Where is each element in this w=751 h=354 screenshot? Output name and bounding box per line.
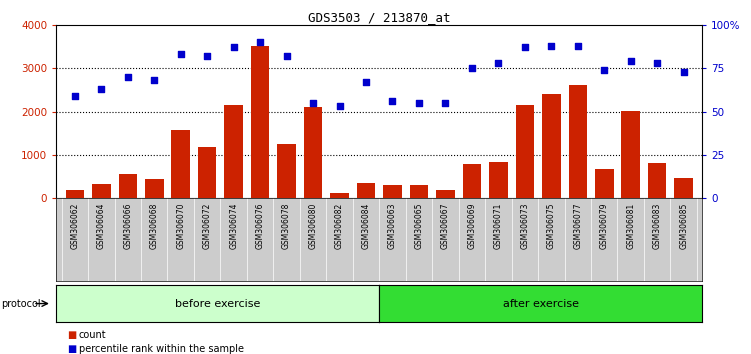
Text: ■: ■ xyxy=(68,344,77,354)
Text: GSM306068: GSM306068 xyxy=(149,202,158,249)
Bar xyxy=(304,107,322,198)
Text: GSM306084: GSM306084 xyxy=(361,202,370,249)
Point xyxy=(201,53,213,59)
Bar xyxy=(330,193,348,198)
Text: ■: ■ xyxy=(68,330,77,339)
Bar xyxy=(569,85,587,198)
Text: GSM306067: GSM306067 xyxy=(441,202,450,249)
Text: GSM306077: GSM306077 xyxy=(573,202,582,249)
Point xyxy=(254,39,266,45)
Bar xyxy=(171,130,190,198)
Text: GSM306076: GSM306076 xyxy=(255,202,264,249)
Text: GSM306075: GSM306075 xyxy=(547,202,556,249)
Bar xyxy=(198,147,216,198)
Point xyxy=(413,100,425,105)
Point xyxy=(572,43,584,48)
Text: percentile rank within the sample: percentile rank within the sample xyxy=(79,344,244,354)
Bar xyxy=(251,46,270,198)
Bar xyxy=(489,162,508,198)
Point xyxy=(625,58,637,64)
Text: after exercise: after exercise xyxy=(502,298,579,309)
Point xyxy=(545,43,557,48)
Bar xyxy=(92,184,110,198)
Text: GSM306079: GSM306079 xyxy=(600,202,609,249)
Text: GSM306070: GSM306070 xyxy=(176,202,185,249)
Text: protocol: protocol xyxy=(2,298,41,309)
Point xyxy=(95,86,107,92)
Text: GSM306071: GSM306071 xyxy=(494,202,503,249)
Bar xyxy=(516,105,534,198)
Bar xyxy=(410,185,428,198)
Bar xyxy=(542,94,560,198)
Text: GSM306069: GSM306069 xyxy=(467,202,476,249)
Text: count: count xyxy=(79,330,107,339)
Point xyxy=(466,65,478,71)
Point xyxy=(519,45,531,50)
Bar xyxy=(65,190,84,198)
Point xyxy=(599,67,611,73)
Text: GSM306064: GSM306064 xyxy=(97,202,106,249)
Point xyxy=(439,100,451,105)
Text: GSM306066: GSM306066 xyxy=(123,202,132,249)
Bar xyxy=(674,178,693,198)
Bar xyxy=(648,163,666,198)
Text: GSM306082: GSM306082 xyxy=(335,202,344,249)
Bar xyxy=(383,185,402,198)
Point xyxy=(493,60,505,66)
Point xyxy=(307,100,319,105)
Point xyxy=(148,78,160,83)
Text: GSM306083: GSM306083 xyxy=(653,202,662,249)
Bar xyxy=(595,169,614,198)
Bar xyxy=(436,190,454,198)
Point xyxy=(122,74,134,80)
Text: GSM306062: GSM306062 xyxy=(71,202,80,249)
Text: GSM306074: GSM306074 xyxy=(229,202,238,249)
Text: before exercise: before exercise xyxy=(175,298,261,309)
Text: GSM306063: GSM306063 xyxy=(388,202,397,249)
Point xyxy=(651,60,663,66)
Bar xyxy=(463,164,481,198)
Bar xyxy=(622,111,640,198)
Point xyxy=(387,98,399,104)
Text: GSM306073: GSM306073 xyxy=(520,202,529,249)
Point xyxy=(333,103,345,109)
Text: GDS3503 / 213870_at: GDS3503 / 213870_at xyxy=(308,11,451,24)
Text: GSM306080: GSM306080 xyxy=(309,202,318,249)
Point xyxy=(175,51,187,57)
Text: GSM306072: GSM306072 xyxy=(203,202,212,249)
Bar xyxy=(277,144,296,198)
Point xyxy=(360,79,372,85)
Text: GSM306085: GSM306085 xyxy=(679,202,688,249)
Bar xyxy=(145,179,164,198)
Point xyxy=(69,93,81,99)
Bar xyxy=(357,183,376,198)
Bar xyxy=(225,104,243,198)
Point xyxy=(228,45,240,50)
Point xyxy=(281,53,293,59)
Point xyxy=(677,69,689,74)
Text: GSM306081: GSM306081 xyxy=(626,202,635,249)
Text: GSM306065: GSM306065 xyxy=(415,202,424,249)
Text: GSM306078: GSM306078 xyxy=(282,202,291,249)
Bar xyxy=(119,174,137,198)
